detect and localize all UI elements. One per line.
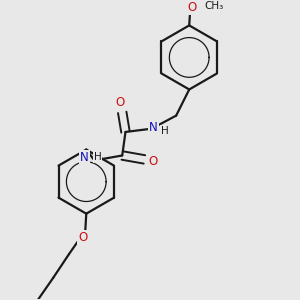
Text: H: H xyxy=(94,152,102,162)
Text: O: O xyxy=(188,1,197,14)
Text: O: O xyxy=(78,231,87,244)
Text: CH₃: CH₃ xyxy=(204,2,223,11)
Text: O: O xyxy=(148,154,157,167)
Text: O: O xyxy=(116,96,125,109)
Text: N: N xyxy=(149,121,158,134)
Text: H: H xyxy=(161,126,169,136)
Text: N: N xyxy=(80,151,89,164)
